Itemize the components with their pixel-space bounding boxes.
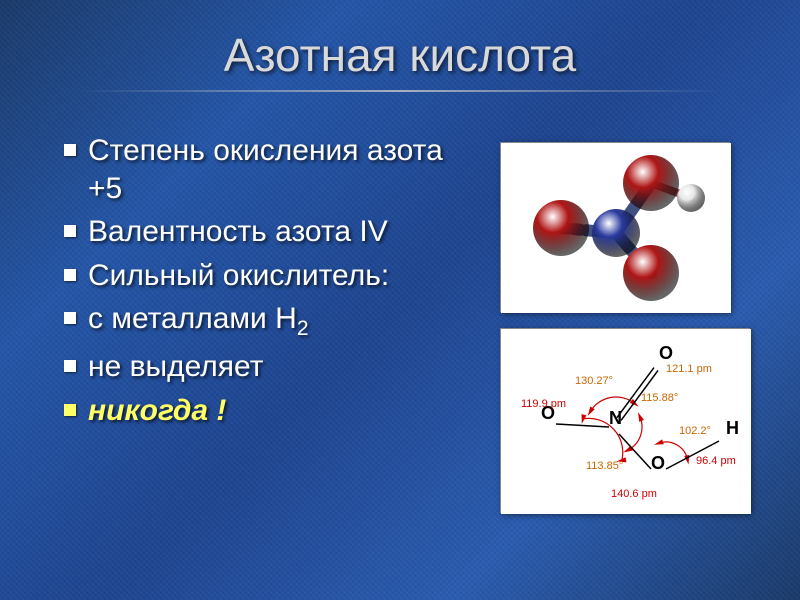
svg-text:102.2°: 102.2° xyxy=(679,425,711,437)
svg-text:H: H xyxy=(726,418,739,438)
bullet-item: Валентность азота IV xyxy=(60,213,480,251)
bullet-item: не выделяет xyxy=(60,348,480,386)
molecule-2d-structure: ONOOH121.1 pm115.88°130.27°119.9 pm113.8… xyxy=(500,328,750,513)
svg-text:140.6 pm: 140.6 pm xyxy=(611,488,657,500)
svg-text:130.27°: 130.27° xyxy=(575,375,613,387)
svg-text:O: O xyxy=(659,343,673,363)
image-column: ONOOH121.1 pm115.88°130.27°119.9 pm113.8… xyxy=(500,142,760,513)
svg-text:96.4 pm: 96.4 pm xyxy=(696,455,736,467)
bullet-item: никогда ! xyxy=(60,392,480,430)
svg-text:115.88°: 115.88° xyxy=(641,392,678,404)
svg-text:121.1 pm: 121.1 pm xyxy=(666,363,712,375)
bullet-list: Степень окисления азота +5 Валентность аз… xyxy=(60,132,480,435)
slide-content: Степень окисления азота +5 Валентность аз… xyxy=(0,102,800,543)
bullet-item: Сильный окислитель: xyxy=(60,257,480,295)
slide-title: Азотная кислота xyxy=(0,0,800,102)
bullet-item: с металлами H2 xyxy=(60,300,480,342)
bullet-item: Степень окисления азота +5 xyxy=(60,132,480,207)
svg-text:O: O xyxy=(651,453,665,473)
molecule-3d-image xyxy=(500,142,730,312)
svg-text:113.85°: 113.85° xyxy=(586,460,623,472)
svg-text:119.9 pm: 119.9 pm xyxy=(521,398,566,410)
svg-text:N: N xyxy=(609,408,622,428)
